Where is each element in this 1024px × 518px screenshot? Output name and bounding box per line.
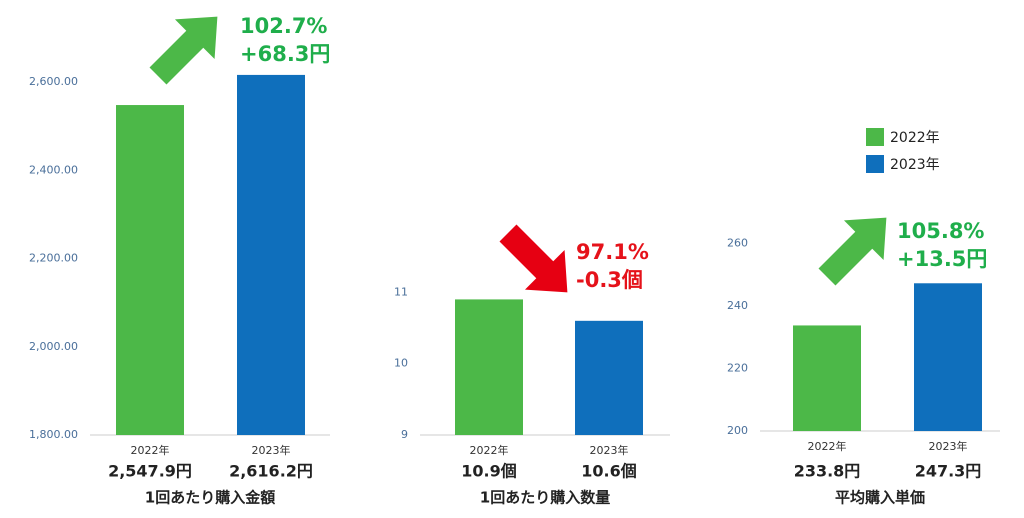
chart-title: 1回あたり購入金額 xyxy=(145,489,275,507)
value-label: 10.6個 xyxy=(581,462,636,481)
bar xyxy=(116,105,184,435)
y-tick-label: 2,400.00 xyxy=(29,163,78,176)
change-annotation: -0.3個 xyxy=(576,268,643,292)
value-label: 247.3円 xyxy=(915,462,982,481)
bar xyxy=(237,74,305,435)
x-tick-label: 2023年 xyxy=(590,443,629,457)
y-tick-label: 2,200.00 xyxy=(29,252,78,265)
value-label: 10.9個 xyxy=(461,462,516,481)
y-tick-label: 9 xyxy=(401,428,408,441)
bar xyxy=(575,320,643,435)
change-annotation: 102.7% xyxy=(240,14,327,38)
trend-arrow xyxy=(499,224,568,293)
y-tick-label: 10 xyxy=(394,357,408,370)
change-annotation: +68.3円 xyxy=(240,42,330,66)
y-tick-label: 220 xyxy=(727,362,748,375)
y-tick-label: 200 xyxy=(727,424,748,437)
chart-title: 平均購入単価 xyxy=(835,489,925,507)
legend-label: 2023年 xyxy=(890,157,940,173)
change-annotation: 105.8% xyxy=(897,219,984,243)
legend-swatch xyxy=(866,155,884,173)
y-tick-label: 240 xyxy=(727,299,748,312)
x-tick-label: 2023年 xyxy=(252,443,291,457)
x-tick-label: 2022年 xyxy=(131,443,170,457)
y-tick-label: 260 xyxy=(727,237,748,250)
y-tick-label: 11 xyxy=(394,285,408,298)
legend-swatch xyxy=(866,128,884,146)
value-label: 2,547.9円 xyxy=(108,462,192,481)
x-tick-label: 2022年 xyxy=(808,439,847,453)
x-tick-label: 2022年 xyxy=(470,443,509,457)
bar xyxy=(455,299,523,435)
value-label: 233.8円 xyxy=(794,462,861,481)
value-label: 2,616.2円 xyxy=(229,462,313,481)
change-annotation: 97.1% xyxy=(576,240,649,264)
legend-label: 2022年 xyxy=(890,130,940,146)
bar xyxy=(793,325,861,431)
change-annotation: +13.5円 xyxy=(897,247,987,271)
y-tick-label: 1,800.00 xyxy=(29,428,78,441)
x-tick-label: 2023年 xyxy=(929,439,968,453)
chart-title: 1回あたり購入数量 xyxy=(480,489,610,507)
y-tick-label: 2,000.00 xyxy=(29,340,78,353)
bar xyxy=(914,283,982,431)
trend-arrow xyxy=(149,16,218,85)
y-tick-label: 2,600.00 xyxy=(29,75,78,88)
trend-arrow xyxy=(818,217,887,286)
